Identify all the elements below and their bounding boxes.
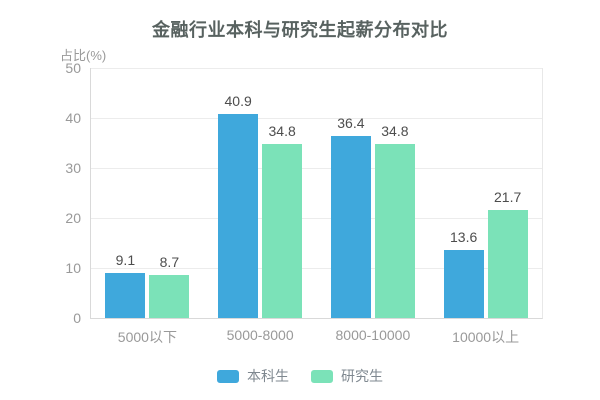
bar-graduate-0[interactable]: 8.7 <box>149 254 190 318</box>
bar-value-label-bachelor-1: 40.9 <box>224 92 252 109</box>
grid-line-30 <box>91 168 542 169</box>
bar-bachelor-3[interactable]: 13.6 <box>443 229 484 318</box>
x-axis-category-label-0: 5000以下 <box>117 329 177 345</box>
bar-value-label-graduate-3: 21.7 <box>494 188 522 205</box>
y-axis-tick-label-50: 50 <box>65 60 81 76</box>
grid-line-10 <box>91 268 542 269</box>
bar-bachelor-2[interactable]: 36.4 <box>330 115 371 318</box>
y-axis-tick-label-30: 30 <box>65 160 81 176</box>
y-axis-tick-label-20: 20 <box>65 210 81 226</box>
x-axis-category-label-1: 5000-8000 <box>226 327 294 343</box>
legend-item-bachelor[interactable]: 本科生 <box>217 366 289 386</box>
bar-bachelor-0[interactable]: 9.1 <box>105 252 146 318</box>
y-axis-unit-label: 占比(%) <box>60 48 107 63</box>
legend-label-graduate: 研究生 <box>341 368 383 384</box>
y-axis-tick-label-10: 10 <box>65 260 81 276</box>
legend: 本科生 研究生 <box>0 366 600 386</box>
bar-value-label-bachelor-3: 13.6 <box>450 229 478 245</box>
bar-bachelor-1[interactable]: 40.9 <box>218 93 259 318</box>
legend-item-graduate[interactable]: 研究生 <box>311 366 383 386</box>
bar-value-label-graduate-1: 34.8 <box>268 123 296 139</box>
y-axis-tick-label-0: 0 <box>73 310 81 326</box>
legend-label-bachelor: 本科生 <box>247 368 289 384</box>
plot-area: 0 10 20 30 40 50 5000以下 9.1 8.7 5000-8000 40.9 34.8… <box>65 61 543 345</box>
bar-value-label-graduate-2: 34.8 <box>381 123 409 139</box>
grid-line-40 <box>91 118 542 119</box>
chart-title: 金融行业本科与研究生起薪分布对比 <box>152 20 448 40</box>
bar-graduate-3[interactable]: 21.7 <box>487 189 528 318</box>
x-axis-category-label-3: 10000以上 <box>452 329 520 345</box>
bar-graduate-1[interactable]: 34.8 <box>262 123 303 318</box>
x-axis-category-label-2: 8000-10000 <box>335 327 411 343</box>
bar-value-label-bachelor-2: 36.4 <box>337 115 365 131</box>
grid-line-50 <box>91 68 542 69</box>
bar-value-label-graduate-0: 8.7 <box>159 253 180 270</box>
bar-value-label-bachelor-0: 9.1 <box>115 251 136 268</box>
y-axis-tick-label-40: 40 <box>65 110 81 126</box>
bar-graduate-2[interactable]: 34.8 <box>374 123 415 318</box>
legend-swatch-bachelor <box>217 369 239 383</box>
legend-swatch-graduate <box>311 369 333 383</box>
grid-line-20 <box>91 218 542 219</box>
